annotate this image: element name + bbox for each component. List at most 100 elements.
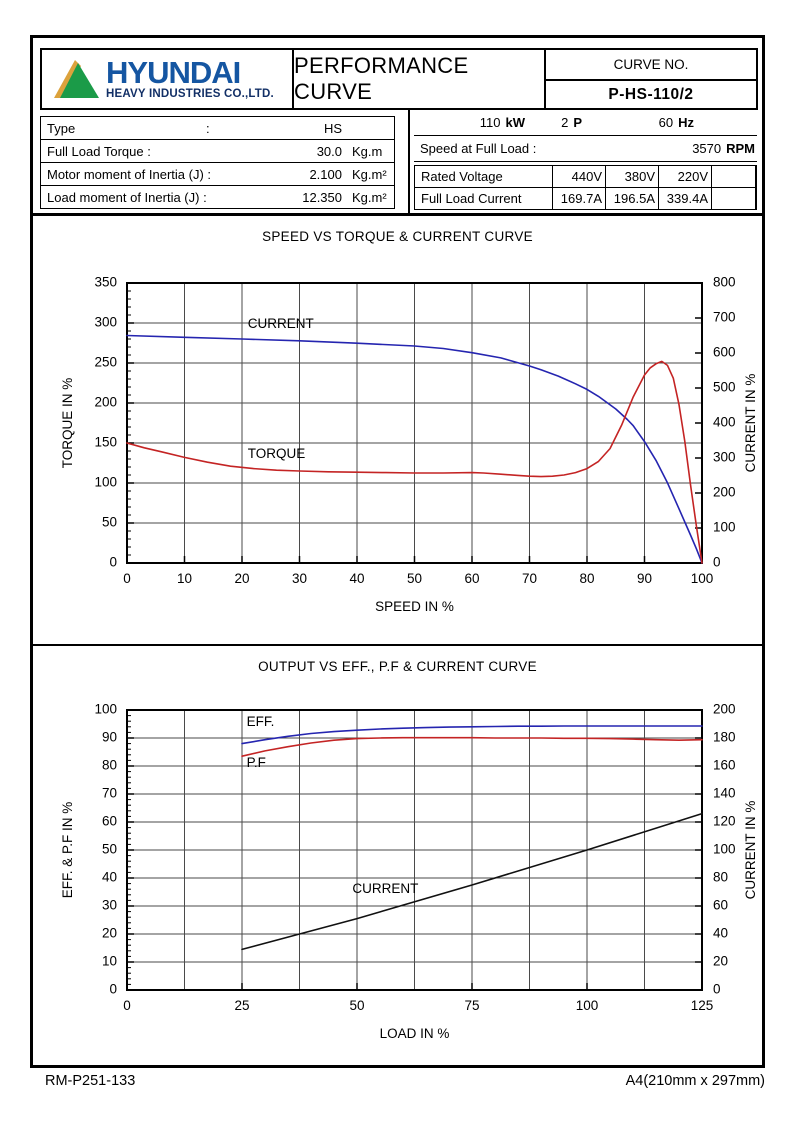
table-row-voltage: Rated Voltage 440V 380V 220V — [415, 166, 756, 188]
svg-text:70: 70 — [102, 786, 117, 801]
svg-text:100: 100 — [94, 702, 117, 717]
svg-text:100: 100 — [713, 842, 736, 857]
svg-text:150: 150 — [94, 435, 117, 450]
spec-row-type: Type : HS — [41, 117, 394, 140]
svg-text:120: 120 — [713, 814, 736, 829]
spec-label: Full Load Torque : — [47, 143, 151, 159]
logo: HYUNDAI HEAVY INDUSTRIES CO.,LTD. — [42, 50, 294, 108]
svg-text:0: 0 — [713, 982, 721, 997]
spec-value: 2.100 — [309, 166, 342, 182]
svg-text:80: 80 — [102, 758, 117, 773]
header: HYUNDAI HEAVY INDUSTRIES CO.,LTD. PERFOR… — [40, 48, 758, 110]
svg-text:125: 125 — [691, 998, 714, 1013]
svg-text:10: 10 — [177, 571, 192, 586]
svg-text:25: 25 — [234, 998, 249, 1013]
speed-torque-current-chart: 0501001502002503003500100200300400500600… — [60, 275, 758, 614]
spec-divider — [408, 110, 410, 213]
svg-text:SPEED IN %: SPEED IN % — [375, 599, 454, 614]
spec-label: Motor moment of Inertia (J) : — [47, 166, 211, 182]
svg-text:60: 60 — [464, 571, 479, 586]
svg-text:90: 90 — [102, 730, 117, 745]
spec-unit: Kg.m² — [352, 189, 387, 205]
svg-text:10: 10 — [102, 954, 117, 969]
svg-text:LOAD IN %: LOAD IN % — [380, 1026, 450, 1041]
svg-text:CURRENT: CURRENT — [352, 881, 418, 896]
svg-text:500: 500 — [713, 380, 736, 395]
paper-size-label: A4(210mm x 297mm) — [625, 1073, 765, 1089]
svg-text:0: 0 — [123, 571, 131, 586]
spec-unit: Kg.m — [352, 143, 383, 159]
speed-value: 3570 RPM — [692, 141, 755, 156]
spec-row-load-inertia: Load moment of Inertia (J) : 12.350 Kg.m… — [41, 186, 394, 208]
speed-torque-chart-section: SPEED VS TORQUE & CURRENT CURVE 0 50 100 15… — [33, 216, 762, 646]
svg-text:60: 60 — [713, 898, 728, 913]
svg-text:70: 70 — [522, 571, 537, 586]
chart-title: OUTPUT VS EFF., P.F & CURRENT CURVE — [258, 659, 537, 674]
voltage-table: Rated Voltage 440V 380V 220V Full Load C… — [414, 165, 757, 210]
svg-text:50: 50 — [407, 571, 422, 586]
svg-text:800: 800 — [713, 275, 736, 290]
svg-text:100: 100 — [691, 571, 714, 586]
svg-text:600: 600 — [713, 345, 736, 360]
curve-no-label: CURVE NO. — [546, 50, 756, 81]
svg-text:30: 30 — [102, 898, 117, 913]
svg-text:80: 80 — [713, 870, 728, 885]
document-number: RM-P251-133 — [45, 1073, 136, 1089]
svg-text:20: 20 — [102, 926, 117, 941]
spec-value: 12.350 — [302, 189, 342, 205]
svg-text:160: 160 — [713, 758, 736, 773]
svg-text:700: 700 — [713, 310, 736, 325]
svg-text:50: 50 — [102, 842, 117, 857]
document-frame: HYUNDAI HEAVY INDUSTRIES CO.,LTD. PERFOR… — [30, 35, 765, 1068]
svg-text:50: 50 — [349, 998, 364, 1013]
svg-text:140: 140 — [713, 786, 736, 801]
svg-text:P.F: P.F — [247, 755, 266, 770]
hyundai-triangle-icon — [54, 60, 99, 98]
svg-text:80: 80 — [579, 571, 594, 586]
svg-text:40: 40 — [349, 571, 364, 586]
svg-text:TORQUE IN %: TORQUE IN % — [60, 378, 75, 469]
svg-text:0: 0 — [123, 998, 131, 1013]
svg-text:CURRENT IN %: CURRENT IN % — [743, 801, 758, 900]
svg-text:20: 20 — [234, 571, 249, 586]
logo-brand-text: HYUNDAI — [106, 55, 241, 91]
table-row-current: Full Load Current 169.7A 196.5A 339.4A — [415, 188, 756, 209]
svg-text:0: 0 — [109, 982, 117, 997]
rating-power: 110 kW — [479, 115, 525, 130]
logo-sub-text: HEAVY INDUSTRIES CO.,LTD. — [106, 88, 274, 101]
svg-text:TORQUE: TORQUE — [248, 446, 306, 461]
svg-text:30: 30 — [292, 571, 307, 586]
svg-text:0: 0 — [713, 555, 721, 570]
svg-text:CURRENT IN %: CURRENT IN % — [743, 374, 758, 473]
svg-text:300: 300 — [713, 450, 736, 465]
svg-text:100: 100 — [713, 520, 736, 535]
svg-text:50: 50 — [102, 515, 117, 530]
svg-text:90: 90 — [637, 571, 652, 586]
spec-row-torque: Full Load Torque : 30.0 Kg.m — [41, 140, 394, 163]
spec-value: HS — [323, 120, 342, 136]
svg-text:350: 350 — [94, 275, 117, 290]
svg-text:60: 60 — [102, 814, 117, 829]
spec-label: Load moment of Inertia (J) : — [47, 189, 207, 205]
svg-text:300: 300 — [94, 315, 117, 330]
svg-text:250: 250 — [94, 355, 117, 370]
spec-colon: : — [206, 120, 210, 136]
svg-text:100: 100 — [576, 998, 599, 1013]
svg-text:20: 20 — [713, 954, 728, 969]
page-title: PERFORMANCE CURVE — [294, 50, 546, 108]
output-eff-pf-current-chart: 0 10 20 30 40 50 60 70 80 90 100 0 20 40 60 80 100 120 140… — [60, 702, 758, 1041]
svg-text:EFF.: EFF. — [247, 714, 275, 729]
curve-no-value: P-HS-110/2 — [608, 85, 694, 103]
svg-text:CURRENT: CURRENT — [248, 316, 314, 331]
spec-left-table: Type : HS Full Load Torque : 30.0 Kg.m M… — [40, 116, 395, 209]
spec-value: 30.0 — [316, 143, 342, 159]
spec-row-motor-inertia: Motor moment of Inertia (J) : 2.100 Kg.m… — [41, 163, 394, 186]
svg-text:EFF. & P.F IN %: EFF. & P.F IN % — [60, 802, 75, 899]
curve-no-box: CURVE NO. P-HS-110/2 — [546, 50, 756, 108]
svg-text:200: 200 — [713, 702, 736, 717]
svg-text:400: 400 — [713, 415, 736, 430]
speed-row: Speed at Full Load : 3570 RPM — [414, 136, 757, 162]
